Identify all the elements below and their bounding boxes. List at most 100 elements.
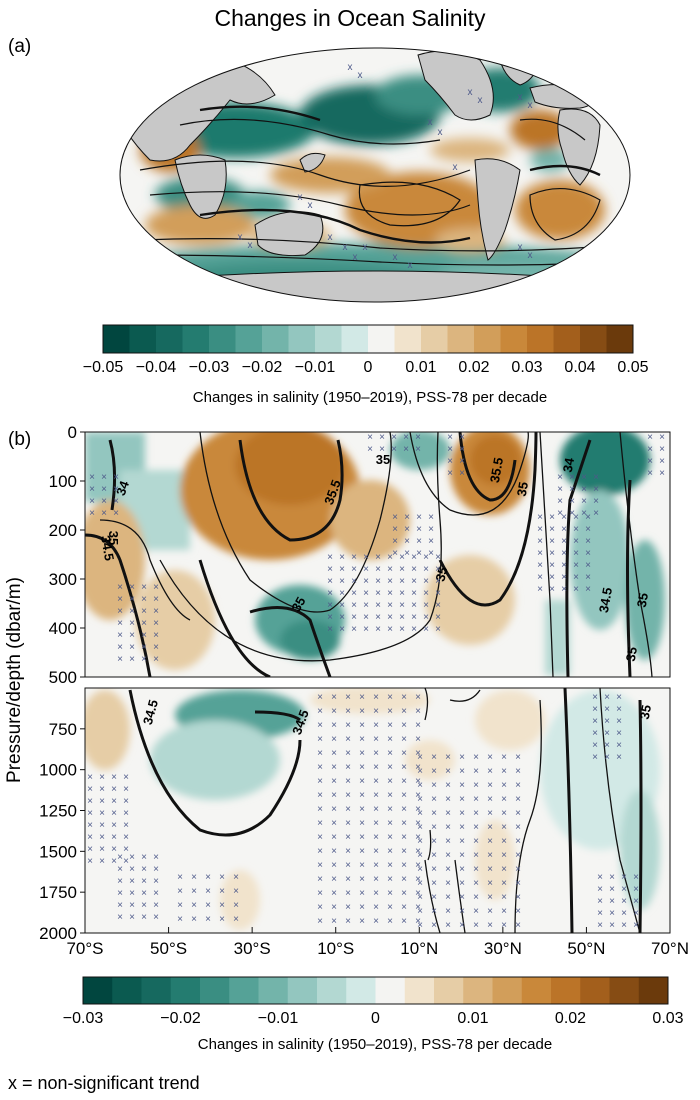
non-significant-marker: × — [445, 906, 451, 917]
non-significant-marker: × — [233, 900, 239, 911]
non-significant-marker: × — [404, 548, 410, 559]
non-significant-marker: × — [317, 860, 323, 871]
y-tick-label: 100 — [49, 472, 77, 491]
non-significant-marker: × — [373, 748, 379, 759]
non-significant-marker: × — [327, 624, 333, 635]
colorbar-b-swatch — [141, 977, 172, 1004]
non-significant-marker: × — [387, 818, 393, 829]
colorbar-a-tick-label: 0.02 — [458, 359, 489, 376]
non-significant-marker: × — [435, 612, 441, 623]
colorbar-b-swatch — [609, 977, 640, 1004]
non-significant-marker: × — [391, 432, 397, 443]
non-significant-marker: × — [327, 600, 333, 611]
non-significant-marker: × — [411, 600, 417, 611]
non-significant-marker: × — [445, 892, 451, 903]
non-significant-marker: × — [515, 878, 521, 889]
non-significant-marker: × — [597, 896, 603, 907]
non-significant-marker: × — [415, 888, 421, 899]
non-significant-marker: × — [339, 588, 345, 599]
colorbar-a-swatch — [500, 325, 528, 353]
non-significant-marker: × — [501, 808, 507, 819]
non-significant-marker: × — [233, 914, 239, 925]
colorbar-b: −0.03 −0.02 −0.01 0 0.01 0.02 0.03 — [63, 976, 684, 1027]
non-significant-marker: × — [592, 704, 598, 715]
non-significant-marker: × — [401, 888, 407, 899]
svg-text:x: x — [248, 240, 253, 251]
non-significant-marker: × — [604, 716, 610, 727]
non-significant-marker: × — [387, 748, 393, 759]
svg-text:x: x — [353, 252, 358, 263]
non-significant-marker: × — [359, 734, 365, 745]
svg-text:x: x — [308, 200, 313, 211]
non-significant-marker: × — [153, 582, 159, 593]
non-significant-marker: × — [487, 780, 493, 791]
non-significant-marker: × — [487, 878, 493, 889]
non-significant-marker: × — [387, 874, 393, 885]
non-significant-marker: × — [573, 560, 579, 571]
non-significant-marker: × — [331, 720, 337, 731]
non-significant-marker: × — [351, 588, 357, 599]
non-significant-marker: × — [351, 600, 357, 611]
non-significant-marker: × — [621, 920, 627, 931]
non-significant-marker: × — [153, 864, 159, 875]
non-significant-marker: × — [609, 920, 615, 931]
non-significant-marker: × — [585, 572, 591, 583]
colorbar-b-tick-label: −0.03 — [63, 1010, 104, 1027]
svg-text:x: x — [518, 92, 523, 103]
non-significant-marker: × — [87, 796, 93, 807]
non-significant-marker: × — [177, 872, 183, 883]
non-significant-marker: × — [401, 706, 407, 717]
contour-label: 35 — [637, 704, 654, 721]
non-significant-marker: × — [363, 612, 369, 623]
non-significant-marker: × — [581, 484, 587, 495]
svg-text:x: x — [148, 237, 153, 248]
svg-text:x: x — [428, 117, 433, 128]
non-significant-marker: × — [153, 642, 159, 653]
svg-text:x: x — [298, 192, 303, 203]
non-significant-marker: × — [117, 864, 123, 875]
non-significant-marker: × — [387, 790, 393, 801]
non-significant-marker: × — [141, 642, 147, 653]
x-tick-label: 30°S — [234, 939, 271, 958]
non-significant-marker: × — [585, 512, 591, 523]
non-significant-marker: × — [616, 752, 622, 763]
colorbar-a-tick-label: −0.02 — [242, 359, 283, 376]
non-significant-marker: × — [415, 818, 421, 829]
non-significant-marker: × — [487, 892, 493, 903]
non-significant-marker: × — [117, 852, 123, 863]
non-significant-marker: × — [585, 548, 591, 559]
non-significant-marker: × — [417, 906, 423, 917]
non-significant-marker: × — [141, 900, 147, 911]
non-significant-marker: × — [445, 766, 451, 777]
non-significant-marker: × — [445, 780, 451, 791]
non-significant-marker: × — [317, 692, 323, 703]
colorbar-b-swatch — [287, 977, 318, 1004]
non-significant-marker: × — [515, 766, 521, 777]
y-tick-label: 1250 — [39, 802, 77, 821]
non-significant-marker: × — [101, 472, 107, 483]
non-significant-marker: × — [633, 872, 639, 883]
non-significant-marker: × — [411, 564, 417, 575]
non-significant-marker: × — [153, 876, 159, 887]
non-significant-marker: × — [87, 856, 93, 867]
non-significant-marker: × — [417, 850, 423, 861]
non-significant-marker: × — [317, 874, 323, 885]
non-significant-marker: × — [205, 900, 211, 911]
salinity-map: xxx xxx xxx xxx xxx xxx xxx xxx — [119, 47, 631, 303]
non-significant-marker: × — [331, 804, 337, 815]
colorbar-a-swatch — [580, 325, 607, 353]
non-significant-marker: × — [473, 794, 479, 805]
non-significant-marker: × — [415, 902, 421, 913]
non-significant-marker: × — [435, 552, 441, 563]
non-significant-marker: × — [585, 584, 591, 595]
non-significant-marker: × — [399, 552, 405, 563]
non-significant-marker: × — [401, 748, 407, 759]
non-significant-marker: × — [423, 624, 429, 635]
non-significant-marker: × — [141, 876, 147, 887]
colorbar-b-swatch — [200, 977, 230, 1004]
y-tick-label: 0 — [68, 423, 77, 442]
non-significant-marker: × — [129, 888, 135, 899]
svg-text:x: x — [358, 70, 363, 81]
non-significant-marker: × — [191, 914, 197, 925]
non-significant-marker: × — [431, 836, 437, 847]
